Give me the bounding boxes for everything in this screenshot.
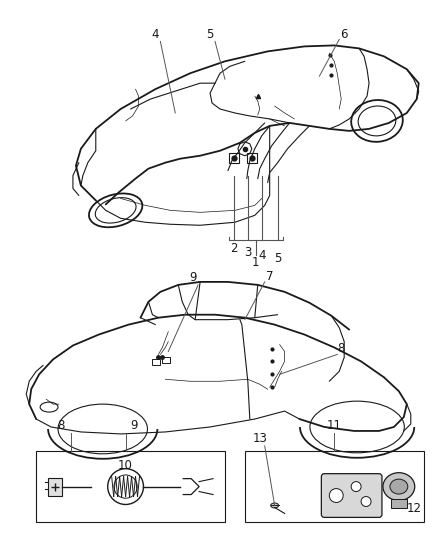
Bar — [162, 358, 170, 364]
Ellipse shape — [271, 503, 279, 508]
Text: 6: 6 — [340, 28, 348, 41]
Bar — [152, 359, 160, 365]
Text: 4: 4 — [258, 248, 265, 262]
Text: 5: 5 — [274, 252, 281, 264]
Text: 5: 5 — [206, 28, 214, 41]
Ellipse shape — [390, 479, 408, 494]
Text: 10: 10 — [118, 459, 133, 472]
Text: 13: 13 — [252, 432, 267, 446]
FancyBboxPatch shape — [321, 474, 382, 518]
Bar — [245, 451, 424, 522]
Text: 7: 7 — [266, 270, 273, 284]
Text: 11: 11 — [327, 419, 342, 432]
Text: 1: 1 — [252, 255, 260, 269]
Text: 9: 9 — [130, 419, 137, 432]
Circle shape — [361, 497, 371, 506]
Bar — [391, 498, 407, 508]
Text: 3: 3 — [244, 246, 251, 259]
Text: 9: 9 — [189, 271, 197, 285]
Circle shape — [329, 489, 343, 503]
Bar — [36, 451, 225, 522]
Text: 2: 2 — [230, 241, 238, 255]
Bar — [247, 153, 257, 163]
Text: 12: 12 — [406, 502, 421, 515]
Text: 8: 8 — [338, 342, 345, 355]
Circle shape — [351, 482, 361, 491]
Text: 8: 8 — [57, 419, 65, 432]
Bar — [48, 478, 62, 496]
Bar — [229, 153, 239, 163]
Ellipse shape — [383, 473, 415, 500]
Text: 4: 4 — [152, 28, 159, 41]
